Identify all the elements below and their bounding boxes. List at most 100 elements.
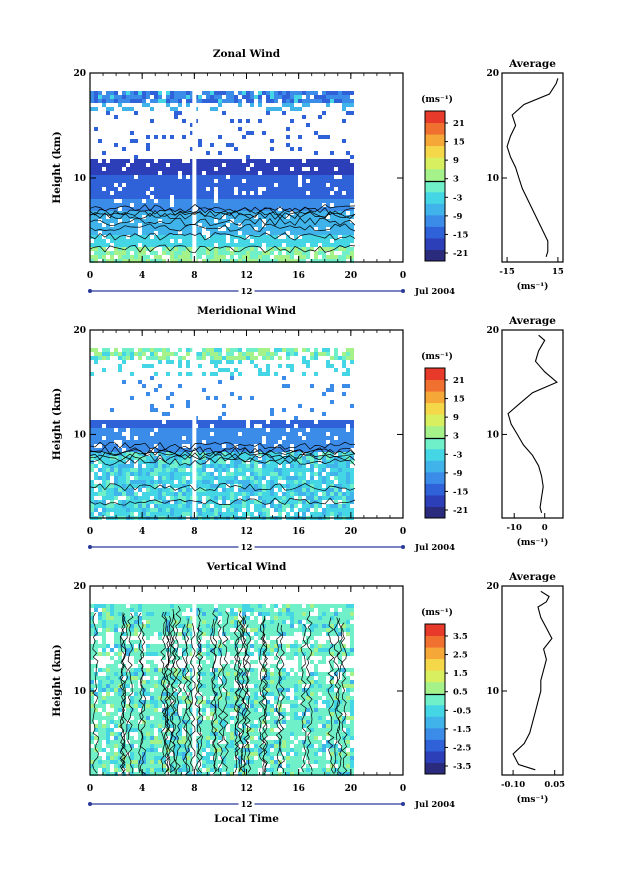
x-tick-label: 20 xyxy=(345,784,358,794)
x-tick-label: 20 xyxy=(345,271,358,281)
data-gap xyxy=(192,91,197,262)
x-tick-label: 4 xyxy=(139,271,145,281)
colorbar-tick-label: 9 xyxy=(453,156,459,166)
average-y-tick: 20 xyxy=(486,69,499,79)
colorbar-tick-label: 3 xyxy=(453,175,459,185)
colorbar-zonal: (ms⁻¹) 21 15 9 3 -3 -9 -15 -21 xyxy=(421,94,468,262)
chart-title-meridional: Meridional Wind xyxy=(197,305,296,317)
x-tick-label: 0 xyxy=(400,527,406,537)
colorbar-tick-label: 3.5 xyxy=(453,632,468,642)
average-x-label: (ms⁻¹) xyxy=(517,794,549,805)
panel-vertical: Vertical Wind 0 4 8 12 16 20 0 10 20 Height (km) 12… xyxy=(51,561,565,810)
average-y-tick: 10 xyxy=(486,174,499,184)
average-frame xyxy=(501,329,564,519)
average-x-tick: -10 xyxy=(507,523,522,533)
x-tick-label: 8 xyxy=(191,784,197,794)
average-x-label: (ms⁻¹) xyxy=(517,281,549,292)
colorbar-tick-label: -3 xyxy=(453,193,463,203)
colorbar-tick-label: -15 xyxy=(453,230,468,240)
chart-title-zonal: Zonal Wind xyxy=(213,48,281,60)
x-tick-label: 0 xyxy=(87,527,93,537)
colorbar-tick-label: -3.5 xyxy=(453,762,471,772)
contours-vertical xyxy=(92,605,348,776)
day-marker: 12 xyxy=(241,287,253,297)
average-x-tick: -0.10 xyxy=(501,780,525,790)
colorbar-tick-label: 9 xyxy=(453,413,459,423)
contours-meridional xyxy=(89,441,356,506)
colorbar-unit: (ms⁻¹) xyxy=(421,94,453,105)
average-y-tick: 10 xyxy=(486,687,499,697)
x-tick-label: 0 xyxy=(87,271,93,281)
colorbar-unit: (ms⁻¹) xyxy=(421,607,453,618)
day-marker: 12 xyxy=(241,543,253,553)
average-title: Average xyxy=(508,571,556,583)
y-axis-label: Height (km) xyxy=(51,644,63,716)
average-x-tick: 0 xyxy=(542,523,548,533)
x-tick-label: 0 xyxy=(87,784,93,794)
x-tick-label: 4 xyxy=(139,784,145,794)
y-tick-label: 20 xyxy=(73,326,86,336)
colorbar-tick-label: -2.5 xyxy=(453,743,471,753)
day-marker: 12 xyxy=(241,800,253,810)
colorbar-tick-label: -21 xyxy=(453,506,468,516)
y-tick-label: 10 xyxy=(73,687,86,697)
x-tick-label: 8 xyxy=(191,271,197,281)
date-label: Jul 2004 xyxy=(414,800,455,810)
colorbar-tick-label: -21 xyxy=(453,249,468,259)
colorbar-tick-label: 0.5 xyxy=(453,688,468,698)
x-tick-label: 0 xyxy=(400,271,406,281)
colorbar-tick-label: -15 xyxy=(453,487,468,497)
chart-title-vertical: Vertical Wind xyxy=(206,561,287,573)
y-tick-label: 20 xyxy=(73,69,86,79)
heatmap-zonal xyxy=(90,91,354,263)
x-tick-label: 16 xyxy=(292,527,305,537)
colorbar-tick-label: -0.5 xyxy=(453,706,471,716)
colorbar-tick-label: -9 xyxy=(453,469,463,479)
colorbar-tick-label: 21 xyxy=(453,119,465,129)
colorbar-tick-label: 21 xyxy=(453,376,465,386)
x-tick-label: 0 xyxy=(400,784,406,794)
panel-meridional: Meridional Wind 0 4 8 12 16 20 0 10 20 Height (km)… xyxy=(51,305,564,553)
average-x-tick: 0.05 xyxy=(544,780,565,790)
colorbar-tick-label: -9 xyxy=(453,212,463,222)
x-tick-label: 12 xyxy=(240,784,253,794)
y-axis-label: Height (km) xyxy=(51,131,63,203)
colorbar-tick-label: 3 xyxy=(453,432,459,442)
average-frame xyxy=(501,72,564,263)
average-x-label: (ms⁻¹) xyxy=(517,537,549,548)
colorbar-tick-label: 15 xyxy=(453,138,465,148)
average-profile-line xyxy=(507,334,558,513)
average-y-tick: 20 xyxy=(486,582,499,592)
average-x-tick: -15 xyxy=(499,267,514,277)
colorbar-tick-label: -3 xyxy=(453,450,463,460)
x-tick-label: 20 xyxy=(345,527,358,537)
average-profile-line xyxy=(506,78,559,257)
date-label: Jul 2004 xyxy=(414,543,455,553)
x-tick-label: 8 xyxy=(191,527,197,537)
colorbar-unit: (ms⁻¹) xyxy=(421,351,453,362)
data-gap xyxy=(192,604,197,775)
colorbar-tick-label: 1.5 xyxy=(453,669,468,679)
colorbar-tick-label: -1.5 xyxy=(453,725,471,735)
average-frame xyxy=(501,585,564,776)
x-axis-label: Local Time xyxy=(214,813,279,825)
average-x-tick: 15 xyxy=(552,267,564,277)
y-axis-label: Height (km) xyxy=(51,388,63,460)
colorbar-tick-label: 15 xyxy=(453,395,465,405)
average-vertical: Average 10 20 -0.10 0.05 (ms⁻¹) xyxy=(486,571,565,805)
x-tick-label: 16 xyxy=(292,271,305,281)
colorbar-vertical: (ms⁻¹) 3.5 2.5 1.5 0.5 -0.5 -1.5 -2.5 -3.5 xyxy=(421,607,471,775)
average-title: Average xyxy=(508,58,556,70)
y-tick-label: 20 xyxy=(73,582,86,592)
x-tick-label: 12 xyxy=(240,527,253,537)
data-gap xyxy=(192,348,197,518)
average-y-tick: 20 xyxy=(486,326,499,336)
x-tick-label: 4 xyxy=(139,527,145,537)
y-tick-label: 10 xyxy=(73,174,86,184)
contours-zonal xyxy=(89,203,356,254)
heatmap-meridional xyxy=(90,348,354,520)
colorbar-tick-label: 2.5 xyxy=(453,651,468,661)
y-tick-label: 10 xyxy=(73,430,86,440)
average-y-tick: 10 xyxy=(486,430,499,440)
